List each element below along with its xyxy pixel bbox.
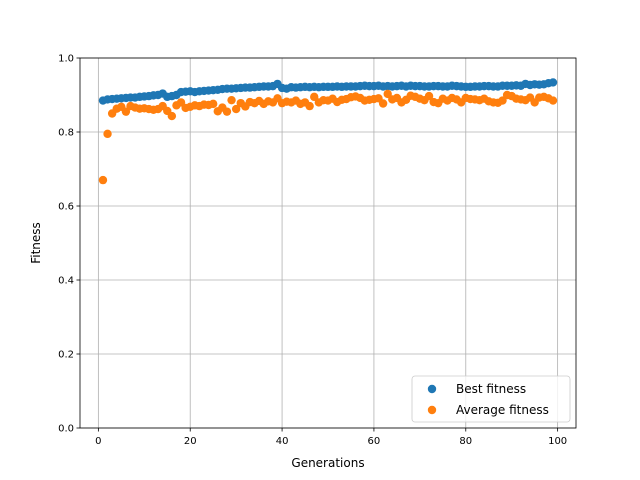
legend: Best fitness Average fitness (411, 375, 571, 423)
average-fitness-point (167, 111, 177, 121)
average-fitness-point (548, 96, 558, 105)
average-fitness-point (208, 99, 218, 109)
average-fitness-point (176, 98, 186, 107)
average-fitness-point (310, 92, 319, 102)
legend-marker-best-fitness (427, 384, 437, 394)
x-axis-label: Generations (291, 456, 364, 470)
plot-frame (79, 57, 577, 429)
x-tick-label: 0 (95, 436, 101, 447)
x-tick-label: 20 (184, 436, 197, 447)
average-fitness-point (98, 175, 108, 185)
average-fitness-point (498, 96, 507, 105)
axis-ticks: 0 20 40 60 80 100 0.0 0.2 0.4 0.6 0.8 1.0 (58, 54, 567, 448)
legend-label-average-fitness: Average fitness (456, 403, 549, 417)
average-fitness-point (305, 101, 314, 111)
grid-lines (80, 57, 576, 429)
y-tick-label: 0.0 (58, 424, 74, 435)
y-tick-label: 0.8 (58, 128, 74, 139)
y-tick-label: 1.0 (58, 54, 74, 65)
average-fitness-point (227, 95, 236, 105)
legend-marker-average-fitness (427, 405, 437, 415)
best-fitness-point (548, 78, 558, 87)
average-fitness-point (378, 99, 388, 108)
y-axis-label: Fitness (29, 222, 43, 264)
x-tick-label: 80 (459, 436, 472, 447)
average-fitness-point (103, 129, 112, 139)
average-fitness-point (121, 107, 131, 116)
average-fitness-point (222, 107, 232, 116)
legend-label-best-fitness: Best fitness (456, 382, 526, 396)
data-points (98, 78, 558, 185)
average-fitness-point (424, 91, 434, 101)
average-fitness-point (383, 89, 392, 99)
x-tick-label: 60 (368, 436, 381, 447)
y-tick-label: 0.6 (58, 202, 74, 213)
average-fitness-point (231, 104, 241, 114)
y-tick-label: 0.2 (58, 350, 74, 361)
y-tick-label: 0.4 (58, 276, 74, 287)
x-tick-label: 40 (276, 436, 289, 447)
x-tick-label: 100 (548, 436, 567, 447)
legend-box (411, 375, 571, 423)
